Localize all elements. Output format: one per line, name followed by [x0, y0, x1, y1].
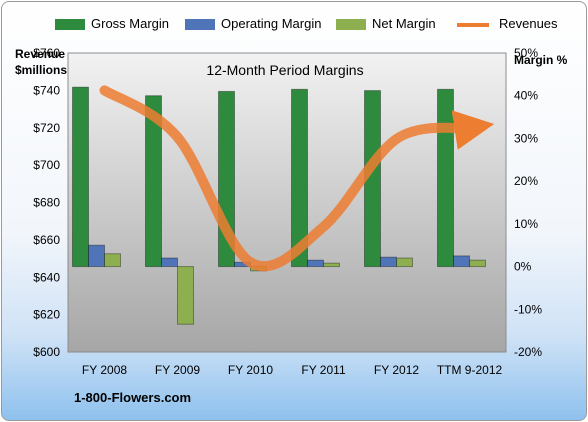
- right-tick-label: 50%: [514, 46, 538, 60]
- x-tick-label: FY 2009: [155, 363, 200, 377]
- left-tick-label: $740: [33, 83, 60, 97]
- gross-margin-bar: [437, 88, 454, 268]
- revenues-point: [469, 127, 470, 128]
- x-tick-label: FY 2011: [301, 363, 346, 377]
- left-axis-ticks: $600 $620 $640 $660 $680 $700 $720 $740 $760: [33, 46, 60, 359]
- legend-revenues-label: Revenues: [499, 16, 558, 31]
- right-axis-ticks: -20% -10% 0% 10% 20% 30% 40% 50%: [514, 46, 542, 359]
- left-tick-label: $640: [33, 270, 60, 284]
- right-tick-label: 10%: [514, 217, 538, 231]
- revenues-point: [250, 262, 251, 263]
- left-axis-title: Revenue $millions: [15, 46, 67, 78]
- right-axis-title: Margin %: [514, 53, 568, 67]
- operating-margin-bar: [453, 255, 470, 268]
- left-axis-title-line2: $millions: [15, 63, 68, 77]
- x-axis-ticks: FY 2008 FY 2009 FY 2010 FY 2011 FY 2012 TTM 9…: [82, 363, 503, 377]
- net-margin-bar: [177, 266, 194, 325]
- x-tick-label: FY 2008: [82, 363, 127, 377]
- operating-margin-bar: [380, 256, 397, 268]
- legend-operating-label: Operating Margin: [221, 16, 322, 31]
- left-tick-label: $620: [33, 308, 60, 322]
- revenue-line-layer: [99, 85, 495, 272]
- revenues-point: [104, 90, 105, 91]
- left-tick-label: $720: [33, 121, 60, 135]
- company-label: 1-800-Flowers.com: [74, 390, 192, 405]
- x-tick-label: TTM 9-2012: [437, 363, 503, 377]
- revenues-point: [396, 138, 397, 139]
- left-tick-label: $680: [33, 196, 60, 210]
- operating-margin-bar: [307, 259, 324, 268]
- legend-revenues-swatch: [457, 23, 489, 27]
- left-tick-label: $660: [33, 233, 60, 247]
- net-margin-bar: [323, 262, 340, 268]
- chart-title: 12-Month Period Margins: [206, 62, 363, 78]
- right-tick-label: 0%: [514, 260, 532, 274]
- revenues-point: [177, 137, 178, 138]
- left-tick-label: $600: [33, 345, 60, 359]
- left-tick-label: $760: [33, 46, 60, 60]
- net-margin-bar: [396, 257, 413, 268]
- gross-margin-bar: [72, 86, 89, 268]
- legend-gross-swatch: [55, 19, 85, 30]
- left-axis-title-line1: Revenue: [15, 47, 66, 61]
- operating-margin-bar: [161, 257, 178, 268]
- legend-operating-swatch: [185, 19, 215, 30]
- gross-margin-bar: [145, 95, 162, 268]
- right-tick-label: 20%: [514, 174, 538, 188]
- x-tick-label: FY 2010: [228, 363, 273, 377]
- right-tick-label: 40%: [514, 89, 538, 103]
- legend-gross-label: Gross Margin: [91, 16, 170, 31]
- legend-net-label: Net Margin: [372, 16, 436, 31]
- right-tick-label: -10%: [514, 302, 542, 316]
- right-tick-label: 30%: [514, 131, 538, 145]
- left-tick-label: $700: [33, 158, 60, 172]
- x-tick-label: FY 2012: [374, 363, 419, 377]
- right-tick-label: -20%: [514, 345, 542, 359]
- legend-net-swatch: [336, 19, 366, 30]
- bars-layer: [72, 86, 486, 325]
- gross-margin-bar: [291, 88, 308, 268]
- net-margin-bar: [104, 253, 121, 268]
- net-margin-bar: [469, 259, 486, 268]
- operating-margin-bar: [88, 244, 105, 268]
- revenues-point: [323, 226, 324, 227]
- revenues-line: [99, 85, 495, 272]
